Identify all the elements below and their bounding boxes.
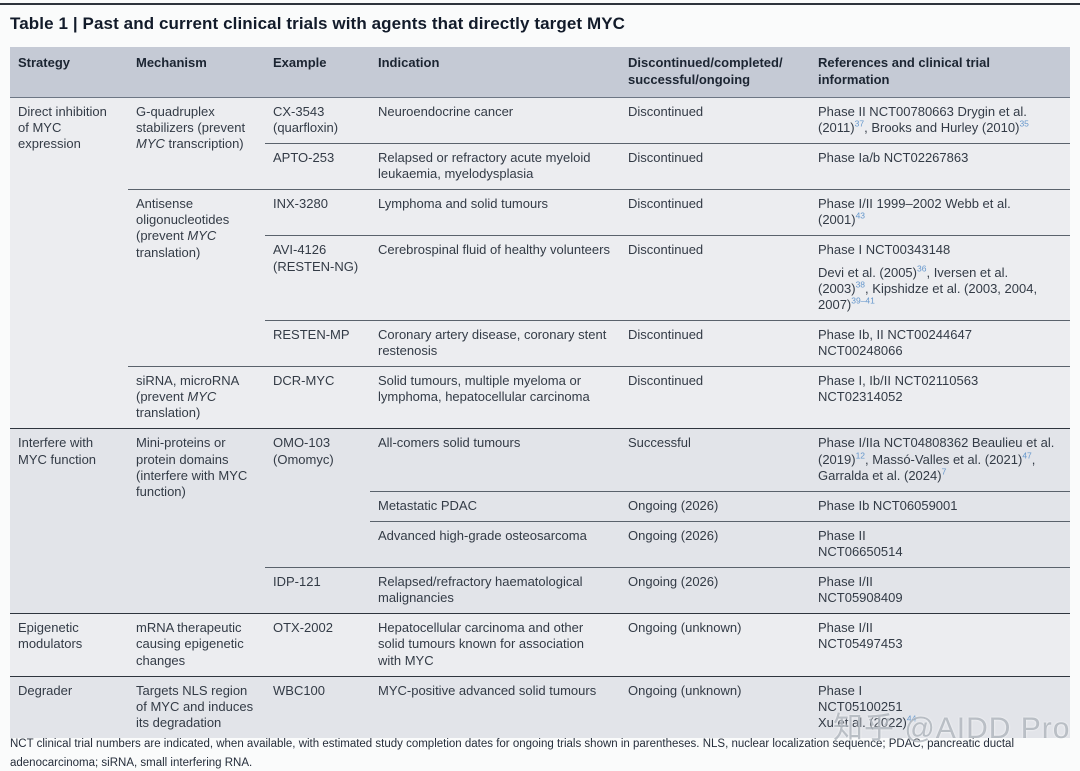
cell-status: Discontinued — [620, 97, 810, 144]
table-row: siRNA, microRNA (prevent MYC translation… — [10, 366, 1070, 429]
cell-indication: Cerebrospinal fluid of healthy volunteer… — [370, 235, 620, 321]
cell-example: APTO-253 — [265, 142, 370, 190]
cell-references: Phase I NCT05100251 Xu et al. (2022)44 — [810, 675, 1070, 738]
cell-strategy: Epigenetic modulators — [10, 613, 128, 677]
cell-example: OMO-103 (Omomyc) — [265, 428, 370, 568]
cell-references: Phase I/II NCT05497453 — [810, 613, 1070, 677]
cell-references: Phase I NCT00343148 Devi et al. (2005)36,… — [810, 235, 1070, 321]
table-row: IDP-121 Relapsed/refractory haematologica… — [10, 567, 1070, 614]
table-footnote: NCT clinical trial numbers are indicated… — [10, 738, 1015, 769]
cell-indication: Coronary artery disease, coronary stent … — [370, 319, 620, 367]
top-divider — [0, 3, 1080, 5]
cell-references: Phase Ia/b NCT02267863 — [810, 142, 1070, 190]
cell-strategy: Direct inhibition of MYC expression — [10, 97, 128, 429]
cell-indication: Solid tumours, multiple myeloma or lymph… — [370, 366, 620, 429]
column-header-references: References and clinical trial informatio… — [810, 47, 1070, 98]
cell-references: Phase I, Ib/II NCT02110563 NCT02314052 — [810, 366, 1070, 429]
cell-example: CX-3543 (quarfloxin) — [265, 97, 370, 144]
table-row: RESTEN-MP Coronary artery disease, corona… — [10, 319, 1070, 367]
table-row: APTO-253 Relapsed or refractory acute mye… — [10, 142, 1070, 190]
cell-example: WBC100 — [265, 675, 370, 738]
cell-indication: Neuroendocrine cancer — [370, 97, 620, 144]
column-header-indication: Indication — [370, 47, 620, 98]
table-row: Metastatic PDAC Ongoing (2026) Phase Ib NC… — [10, 490, 1070, 522]
cell-example: IDP-121 — [265, 567, 370, 614]
cell-indication: Hepatocellular carcinoma and other solid… — [370, 613, 620, 677]
cell-status: Ongoing (2026) — [620, 520, 810, 568]
table-row: Interfere with MYC function Mini-proteins… — [10, 428, 1070, 614]
table-row: Direct inhibition of MYC expression G-qua… — [10, 97, 1070, 429]
cell-example: DCR-MYC — [265, 366, 370, 429]
table-row: Advanced high-grade osteosarcoma Ongoing … — [10, 520, 1070, 568]
table-row: Antisense oligonucleotides (prevent MYC … — [10, 189, 1070, 367]
cell-strategy: Degrader — [10, 675, 128, 738]
cell-references: Phase I/II 1999–2002 Webb et al. (2001)4… — [810, 189, 1070, 236]
cell-mechanism: Antisense oligonucleotides (prevent MYC … — [128, 189, 265, 367]
cell-references: Phase II NCT00780663 Drygin et al. (2011… — [810, 97, 1070, 144]
cell-references: Phase II NCT06650514 — [810, 520, 1070, 568]
cell-status: Discontinued — [620, 319, 810, 367]
cell-references: Phase I/II NCT05908409 — [810, 567, 1070, 614]
cell-status: Ongoing (unknown) — [620, 613, 810, 677]
table-body: Direct inhibition of MYC expression G-qua… — [10, 97, 1070, 738]
cell-indication: Relapsed or refractory acute myeloid leu… — [370, 142, 620, 190]
cell-example: INX-3280 — [265, 189, 370, 236]
cell-status: Ongoing (2026) — [620, 567, 810, 614]
table-row: Degrader Targets NLS region of MYC and in… — [10, 675, 1070, 738]
cell-indication: MYC-positive advanced solid tumours — [370, 675, 620, 738]
cell-status: Discontinued — [620, 142, 810, 190]
cell-mechanism: Targets NLS region of MYC and induces it… — [128, 675, 265, 738]
cell-indication: Metastatic PDAC — [370, 490, 620, 522]
cell-status: Ongoing (unknown) — [620, 675, 810, 738]
cell-status: Discontinued — [620, 366, 810, 429]
table-title: Table 1 | Past and current clinical tria… — [10, 14, 626, 33]
cell-indication: Advanced high-grade osteosarcoma — [370, 520, 620, 568]
cell-mechanism: Mini-proteins or protein domains (interf… — [128, 428, 265, 614]
cell-status: Discontinued — [620, 189, 810, 236]
cell-mechanism: mRNA therapeutic causing epigenetic chan… — [128, 613, 265, 677]
cell-example: AVI-4126 (RESTEN-NG) — [265, 235, 370, 321]
cell-indication: Lymphoma and solid tumours — [370, 189, 620, 236]
cell-mechanism: G-quadruplex stabilizers (prevent MYC tr… — [128, 97, 265, 190]
cell-references: Phase I/IIa NCT04808362 Beaulieu et al. … — [810, 428, 1070, 492]
cell-status: Discontinued — [620, 235, 810, 321]
cell-indication: All-comers solid tumours — [370, 428, 620, 492]
column-header-strategy: Strategy — [10, 47, 128, 98]
cell-example: OTX-2002 — [265, 613, 370, 677]
column-header-mechanism: Mechanism — [128, 47, 265, 98]
cell-references: Phase Ib NCT06059001 — [810, 490, 1070, 522]
table-row: AVI-4126 (RESTEN-NG) Cerebrospinal fluid … — [10, 235, 1070, 321]
clinical-trials-table: Strategy Mechanism Example Indication Discon… — [10, 47, 1070, 738]
table-row: Epigenetic modulators mRNA therapeutic ca… — [10, 613, 1070, 677]
cell-mechanism: siRNA, microRNA (prevent MYC translation… — [128, 366, 265, 429]
cell-status: Successful — [620, 428, 810, 492]
cell-references: Phase Ib, II NCT00244647 NCT00248066 — [810, 319, 1070, 367]
column-header-status: Discontinued/completed/ successful/ongoi… — [620, 47, 810, 98]
table-header-row: Strategy Mechanism Example Indication Discon… — [10, 47, 1070, 98]
cell-indication: Relapsed/refractory haematological malig… — [370, 567, 620, 614]
cell-strategy: Interfere with MYC function — [10, 428, 128, 614]
column-header-example: Example — [265, 47, 370, 98]
cell-status: Ongoing (2026) — [620, 490, 810, 522]
cell-example: RESTEN-MP — [265, 319, 370, 367]
